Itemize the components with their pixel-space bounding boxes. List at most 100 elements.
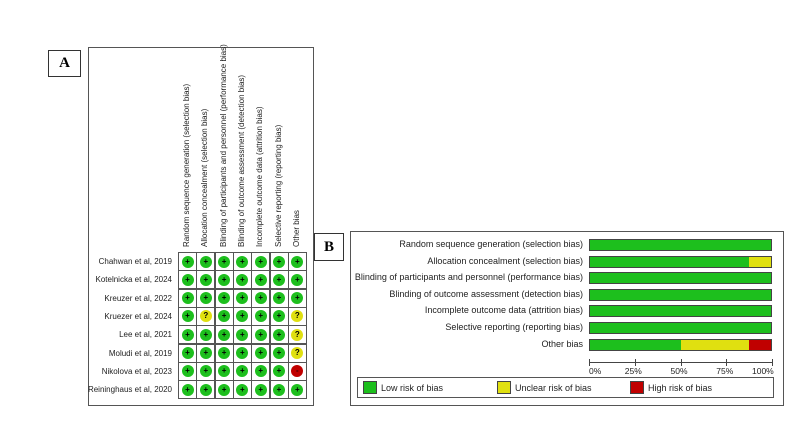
risk-low-icon: + — [273, 310, 285, 323]
column-header: Allocation concealment (selection bias) — [200, 108, 210, 247]
risk-low-icon: + — [218, 347, 231, 359]
risk-low-icon: + — [236, 292, 249, 305]
risk-low-icon: + — [291, 292, 304, 305]
x-tick-mark — [772, 359, 773, 367]
risk-low-icon: + — [236, 310, 249, 323]
bar-label: Other bias — [541, 338, 583, 349]
legend-item: High risk of bias — [630, 381, 712, 394]
column-header: Blinding of participants and personnel (… — [218, 44, 228, 247]
judgement-cell: + — [251, 306, 271, 326]
bar-segment-unclear — [680, 338, 750, 351]
risk-low-icon: + — [273, 292, 285, 305]
judgement-cell: + — [178, 288, 197, 308]
legend-item: Unclear risk of bias — [497, 381, 592, 394]
risk-low-icon: + — [254, 365, 267, 378]
risk-low-icon: + — [181, 292, 194, 305]
column-header: Incomplete outcome data (attrition bias) — [255, 106, 265, 247]
risk-low-icon: + — [273, 328, 285, 341]
judgement-cell: + — [232, 252, 252, 271]
bar-label: Random sequence generation (selection bi… — [399, 239, 583, 249]
risk-low-icon: + — [199, 255, 212, 268]
bar-label: Selective reporting (reporting bias) — [445, 322, 583, 332]
column-header: Random sequence generation (selection bi… — [182, 83, 191, 247]
risk-low-icon: + — [199, 292, 212, 305]
judgement-cell: + — [214, 380, 234, 400]
risk-low-icon: + — [236, 273, 249, 286]
judgement-cell: + — [214, 306, 234, 326]
judgement-cell: - — [287, 361, 307, 381]
bar-label: Allocation concealment (selection bias) — [427, 255, 583, 266]
legend-box — [357, 377, 774, 398]
risk-low-icon: + — [218, 328, 231, 341]
judgement-cell: + — [251, 343, 271, 363]
legend-swatch — [630, 381, 644, 394]
risk-low-icon: + — [181, 365, 194, 378]
risk-low-icon: + — [254, 273, 267, 286]
judgement-cell: + — [232, 343, 252, 363]
risk-low-icon: + — [254, 255, 267, 268]
legend-swatch — [363, 381, 377, 394]
legend-label: High risk of bias — [648, 382, 713, 393]
judgement-cell: + — [232, 270, 252, 290]
risk-low-icon: + — [254, 292, 267, 305]
judgement-cell: + — [232, 380, 252, 400]
judgement-cell: + — [269, 380, 289, 400]
judgement-cell: + — [196, 361, 216, 381]
study-label: Reininghaus et al, 2020 — [87, 385, 172, 395]
bar-label: Blinding of participants and personnel (… — [354, 272, 583, 283]
judgement-cell: + — [178, 325, 197, 345]
risk-low-icon: + — [236, 255, 249, 268]
panel-label-a: A — [48, 50, 81, 77]
judgement-cell: + — [214, 270, 234, 290]
study-label: Chahwan et al, 2019 — [98, 257, 172, 266]
study-label: Kotelnicka et al, 2024 — [95, 275, 173, 285]
risk-low-icon: + — [199, 383, 212, 396]
legend-swatch — [497, 381, 511, 394]
risk-low-icon: + — [218, 292, 231, 305]
judgement-cell: + — [232, 306, 252, 326]
judgement-cell: + — [196, 288, 216, 308]
judgement-cell: + — [196, 270, 216, 290]
legend-item: Low risk of bias — [363, 381, 443, 394]
judgement-cell: + — [178, 361, 197, 381]
risk-low-icon: + — [199, 273, 212, 286]
risk-low-icon: + — [181, 383, 194, 396]
judgement-cell: + — [196, 343, 216, 363]
risk-low-icon: + — [236, 347, 249, 359]
risk-low-icon: + — [291, 255, 304, 268]
judgement-cell: + — [269, 252, 289, 271]
judgement-cell: + — [269, 270, 289, 290]
risk-unclear-icon: ? — [291, 310, 304, 323]
risk-low-icon: + — [236, 365, 249, 378]
study-label: Lee et al, 2021 — [119, 330, 172, 340]
risk-low-icon: + — [254, 347, 267, 359]
risk-low-icon: + — [218, 310, 231, 323]
risk-low-icon: + — [199, 347, 212, 359]
study-label: Kreuzer et al, 2022 — [104, 293, 172, 303]
risk-low-icon: + — [199, 328, 212, 341]
judgement-cell: + — [269, 325, 289, 345]
x-tick-mark — [589, 359, 590, 367]
judgement-cell: + — [214, 288, 234, 308]
judgement-cell: + — [232, 288, 252, 308]
judgement-cell: + — [287, 288, 307, 308]
judgement-cell: + — [178, 252, 197, 271]
risk-low-icon: + — [254, 310, 267, 323]
risk-low-icon: + — [218, 255, 231, 268]
judgement-cell: + — [251, 361, 271, 381]
risk-low-icon: + — [236, 383, 249, 396]
judgement-cell: ? — [196, 306, 216, 326]
judgement-cell: + — [178, 343, 197, 363]
judgement-cell: + — [196, 380, 216, 400]
study-label: Nikolova et al, 2023 — [101, 366, 172, 376]
judgement-cell: ? — [287, 325, 307, 345]
judgement-cell: + — [178, 306, 197, 326]
judgement-cell: + — [251, 325, 271, 345]
column-header: Other bias — [291, 210, 301, 247]
column-header: Blinding of outcome assessment (detectio… — [236, 74, 246, 247]
judgement-cell: + — [251, 270, 271, 290]
bar-segment-low — [589, 338, 681, 351]
judgement-cell: + — [214, 361, 234, 381]
judgement-cell: + — [269, 288, 289, 308]
x-tick-mark — [726, 359, 728, 367]
